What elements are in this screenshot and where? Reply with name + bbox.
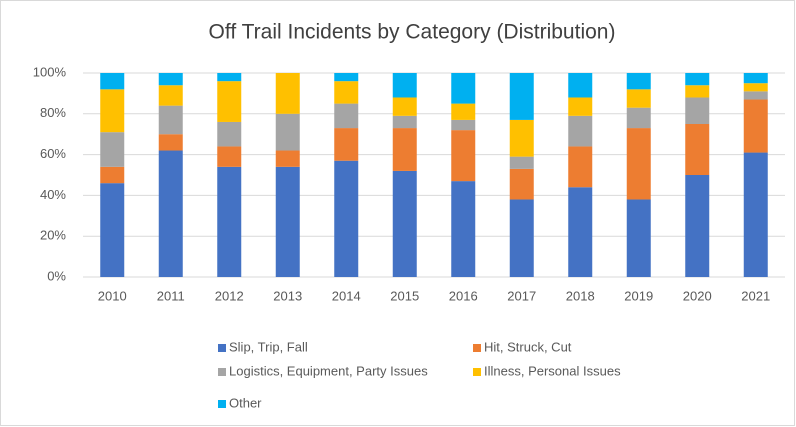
bar-segment (743, 83, 768, 92)
bar-segment (334, 81, 359, 104)
legend-label: Other (229, 395, 262, 410)
bar-segment (626, 199, 651, 277)
x-tick-label: 2019 (624, 288, 653, 303)
bar-segment (217, 146, 242, 167)
bar-segment (100, 166, 125, 184)
legend-label: Logistics, Equipment, Party Issues (229, 363, 428, 378)
bar-segment (392, 128, 417, 171)
bar-segment (100, 73, 125, 90)
x-tick-label: 2014 (332, 288, 361, 303)
bar-segment (626, 89, 651, 108)
legend-label: Illness, Personal Issues (484, 363, 621, 378)
bar-segment (217, 81, 242, 122)
bar-segment (743, 91, 768, 100)
bar-segment (685, 175, 710, 277)
bar-segment (685, 85, 710, 98)
legend-label: Slip, Trip, Fall (229, 339, 308, 354)
bar-segment (568, 73, 593, 98)
bar-segment (451, 181, 476, 277)
y-tick-label: 40% (40, 187, 66, 202)
bar-segment (568, 97, 593, 116)
x-tick-label: 2012 (215, 288, 244, 303)
bar-segment (626, 128, 651, 200)
bar-segment (392, 115, 417, 129)
bar-segment (392, 97, 417, 116)
bar-segment (334, 103, 359, 129)
bar-segment (743, 73, 768, 84)
bar-segment (392, 170, 417, 277)
bar-segment (743, 99, 768, 153)
x-tick-label: 2020 (683, 288, 712, 303)
y-tick-label: 100% (33, 64, 67, 79)
legend-swatch (473, 368, 481, 376)
bar-segment (451, 103, 476, 120)
y-tick-label: 0% (47, 268, 66, 283)
bar-segment (100, 89, 125, 133)
x-tick-label: 2015 (390, 288, 419, 303)
legend-swatch (218, 344, 226, 352)
bar-segment (334, 73, 359, 82)
bar-segment (568, 146, 593, 188)
bar-segment (685, 124, 710, 175)
bar-segment (685, 73, 710, 86)
bar-segment (568, 187, 593, 277)
bar-segment (451, 130, 476, 182)
x-tick-label: 2017 (507, 288, 536, 303)
bar-segment (509, 168, 534, 200)
bar-segment (451, 119, 476, 131)
bar-segment (100, 132, 125, 167)
x-tick-label: 2021 (741, 288, 770, 303)
x-tick-label: 2018 (566, 288, 595, 303)
bar-segment (626, 107, 651, 129)
x-tick-label: 2010 (98, 288, 127, 303)
bar-segment (158, 150, 183, 277)
bar-segment (217, 73, 242, 82)
y-tick-label: 80% (40, 105, 66, 120)
bar-segment (275, 113, 300, 151)
bar-segment (158, 73, 183, 86)
bar-segment (509, 73, 534, 120)
legend-swatch (473, 344, 481, 352)
legend-label: Hit, Struck, Cut (484, 339, 572, 354)
bar-segment (100, 183, 125, 277)
chart-title: Off Trail Incidents by Category (Distrib… (209, 21, 616, 44)
bar-segment (509, 119, 534, 157)
bar-segment (392, 73, 417, 98)
bar-segment (158, 105, 183, 135)
bar-segment (451, 73, 476, 104)
x-tick-label: 2011 (157, 288, 185, 303)
bar-segment (217, 121, 242, 147)
bar-segment (275, 150, 300, 167)
y-tick-label: 20% (40, 228, 66, 243)
bar-segment (158, 85, 183, 106)
legend-swatch (218, 368, 226, 376)
bar-segment (743, 152, 768, 277)
bar-segment (509, 199, 534, 277)
y-tick-label: 60% (40, 146, 66, 161)
bar-segment (334, 128, 359, 161)
bar-segment (685, 97, 710, 124)
legend-swatch (218, 400, 226, 408)
bar-segment (275, 73, 300, 114)
bar-segment (275, 166, 300, 277)
bar-segment (334, 160, 359, 277)
bar-segment (568, 115, 593, 147)
bar-segment (509, 156, 534, 169)
x-tick-label: 2016 (449, 288, 478, 303)
bar-segment (217, 166, 242, 277)
bar-segment (158, 134, 183, 151)
bar-segment (626, 73, 651, 90)
x-tick-label: 2013 (273, 288, 302, 303)
